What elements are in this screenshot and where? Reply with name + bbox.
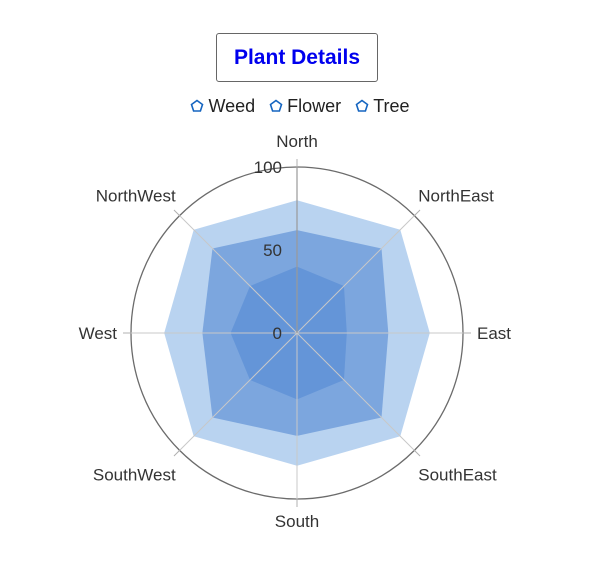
legend-item-tree[interactable]: Tree: [355, 95, 410, 117]
legend: Weed Flower Tree: [0, 94, 600, 118]
legend-label-tree: Tree: [373, 95, 410, 116]
radar-axes: [123, 159, 471, 507]
legend-label-flower: Flower: [287, 95, 342, 116]
axis-tick: [173, 450, 180, 457]
category-label-north: North: [276, 132, 318, 151]
legend-item-weed[interactable]: Weed: [190, 96, 255, 117]
axis-tick: [173, 209, 180, 216]
radial-tick-label: 100: [254, 158, 282, 177]
pentagon-icon: [355, 99, 369, 112]
category-label-south: South: [275, 512, 319, 531]
category-label-southeast: SouthEast: [418, 465, 497, 484]
radar-labels: North NorthEast East SouthEast South SouthWes…: [79, 132, 512, 531]
legend-item-flower[interactable]: Flower: [269, 96, 341, 117]
category-label-east: East: [477, 324, 511, 343]
category-label-northeast: NorthEast: [418, 187, 494, 206]
legend-label-weed: Weed: [208, 95, 256, 116]
pentagon-icon: [269, 99, 283, 112]
radial-tick-label: 50: [263, 241, 282, 260]
spoke-line: [296, 215, 415, 334]
spoke-line: [179, 332, 298, 451]
axis-tick: [414, 209, 421, 216]
category-label-northwest: NorthWest: [96, 187, 176, 206]
axis-tick: [414, 450, 421, 457]
chart-title: Plant Details: [216, 33, 378, 82]
category-label-southwest: SouthWest: [93, 465, 176, 484]
radial-tick-label: 0: [273, 324, 282, 343]
spoke-line: [179, 215, 298, 334]
pentagon-icon: [191, 99, 204, 112]
spoke-line: [296, 332, 415, 451]
category-label-west: West: [79, 324, 118, 343]
